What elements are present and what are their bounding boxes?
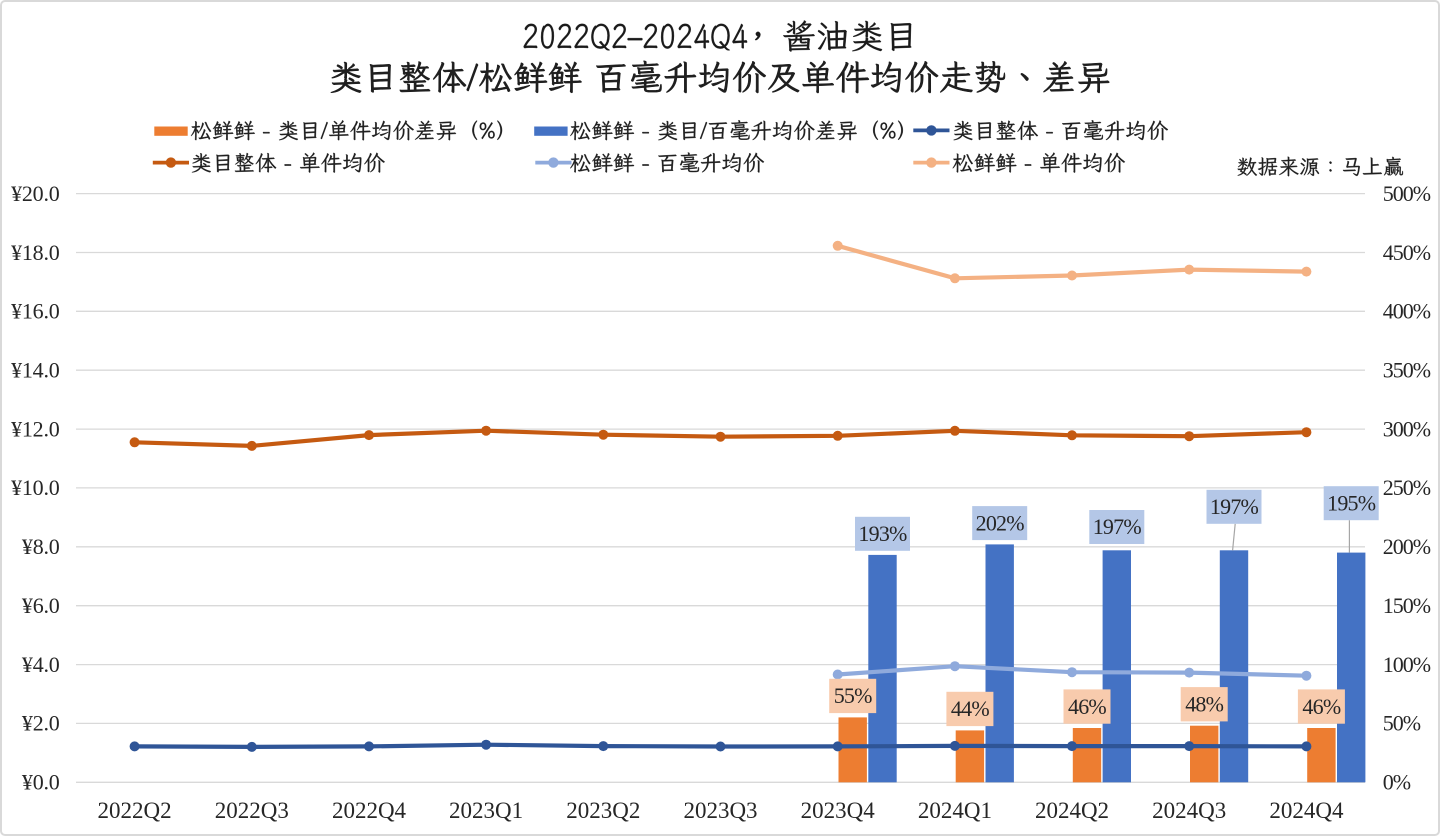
- svg-text:197%: 197%: [1093, 514, 1142, 539]
- svg-text:¥14.0: ¥14.0: [11, 358, 60, 383]
- svg-text:2023Q2: 2023Q2: [566, 798, 640, 823]
- svg-text:2023Q3: 2023Q3: [683, 798, 757, 823]
- svg-text:250%: 250%: [1383, 475, 1431, 500]
- svg-text:150%: 150%: [1383, 593, 1431, 618]
- svg-text:0%: 0%: [1383, 770, 1411, 795]
- svg-text:195%: 195%: [1327, 490, 1376, 515]
- svg-text:2023Q1: 2023Q1: [449, 798, 523, 823]
- svg-text:¥2.0: ¥2.0: [22, 711, 60, 736]
- svg-text:300%: 300%: [1383, 416, 1431, 441]
- svg-text:¥16.0: ¥16.0: [11, 299, 60, 324]
- svg-text:50%: 50%: [1383, 711, 1421, 736]
- svg-text:¥6.0: ¥6.0: [22, 593, 60, 618]
- svg-text:400%: 400%: [1383, 299, 1431, 324]
- svg-text:¥10.0: ¥10.0: [11, 475, 60, 500]
- svg-text:202%: 202%: [976, 510, 1025, 535]
- svg-text:197%: 197%: [1210, 494, 1259, 519]
- svg-text:48%: 48%: [1185, 692, 1223, 717]
- svg-text:¥20.0: ¥20.0: [11, 181, 60, 206]
- svg-text:2022Q2: 2022Q2: [98, 798, 172, 823]
- svg-text:55%: 55%: [834, 683, 872, 708]
- svg-text:350%: 350%: [1383, 358, 1431, 383]
- svg-text:¥12.0: ¥12.0: [11, 416, 60, 441]
- svg-text:¥4.0: ¥4.0: [22, 652, 60, 677]
- svg-text:2022Q4: 2022Q4: [332, 798, 407, 823]
- svg-text:100%: 100%: [1383, 652, 1431, 677]
- svg-text:2024Q4: 2024Q4: [1269, 798, 1344, 823]
- svg-text:450%: 450%: [1383, 240, 1431, 265]
- svg-text:2024Q2: 2024Q2: [1035, 798, 1109, 823]
- svg-text:193%: 193%: [858, 521, 907, 546]
- svg-text:2024Q3: 2024Q3: [1152, 798, 1226, 823]
- svg-text:¥0.0: ¥0.0: [22, 770, 60, 795]
- svg-text:¥8.0: ¥8.0: [22, 534, 60, 559]
- svg-text:46%: 46%: [1302, 694, 1340, 719]
- svg-text:2023Q4: 2023Q4: [801, 798, 876, 823]
- svg-text:200%: 200%: [1383, 534, 1431, 559]
- svg-text:46%: 46%: [1068, 694, 1106, 719]
- svg-text:44%: 44%: [951, 696, 989, 721]
- svg-text:2024Q1: 2024Q1: [918, 798, 992, 823]
- svg-text:2022Q3: 2022Q3: [215, 798, 289, 823]
- svg-text:500%: 500%: [1383, 181, 1431, 206]
- svg-text:¥18.0: ¥18.0: [11, 240, 60, 265]
